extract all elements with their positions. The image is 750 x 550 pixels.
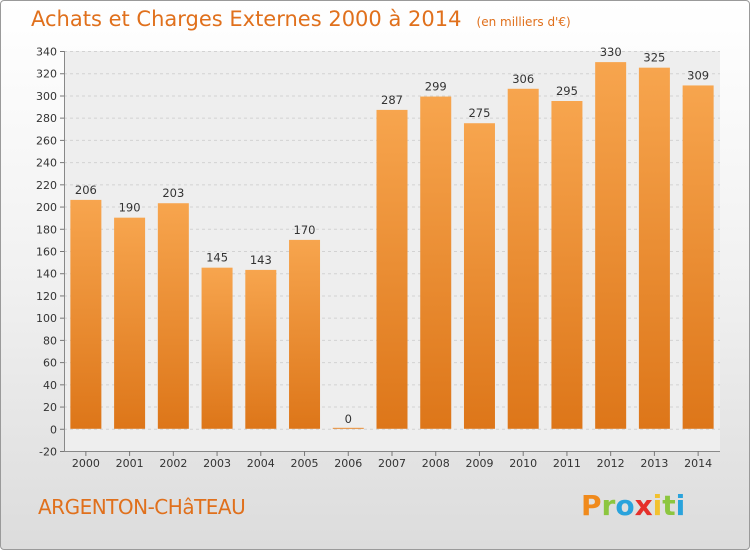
x-tick-label: 2008 [422,457,450,470]
bar [551,101,583,429]
data-label: 306 [512,72,534,86]
data-label: 299 [425,80,447,94]
y-tick-label: 200 [36,201,57,214]
x-tick-label: 2001 [116,457,144,470]
x-tick-label: 2010 [509,457,537,470]
y-tick-label: 340 [36,46,57,59]
chart-title: Achats et Charges Externes 2000 à 2014 [31,7,462,31]
y-tick-label: 160 [36,246,57,259]
bar [70,199,102,429]
data-label: 206 [75,183,97,197]
x-tick-label: 2006 [334,457,362,470]
x-tick-label: 2012 [597,457,625,470]
bar [332,427,364,429]
data-label: 275 [468,106,490,120]
y-tick-label: 140 [36,268,57,281]
y-tick-label: 300 [36,90,57,103]
chart-header: Achats et Charges Externes 2000 à 2014 (… [31,7,571,31]
data-label: 325 [643,51,665,65]
data-label: 190 [119,201,141,215]
svg-text:Proxiti: Proxiti [581,489,685,522]
data-label: 145 [206,251,228,265]
y-tick-label: 240 [36,157,57,170]
bar [157,203,189,429]
y-tick-label: 0 [50,423,57,436]
y-tick-label: 40 [43,379,57,392]
x-tick-label: 2002 [159,457,187,470]
y-tick-label: 60 [43,357,57,370]
x-tick-label: 2009 [465,457,493,470]
data-label: 287 [381,93,403,107]
proxiti-logo: Proxiti [581,489,685,522]
y-tick-label: 320 [36,68,57,81]
y-tick-label: -20 [39,446,57,459]
data-label: 295 [556,84,578,98]
bar [507,88,539,429]
bar [245,269,277,429]
bar [289,239,321,429]
bar [682,85,714,429]
bar [595,62,627,429]
y-tick-label: 280 [36,112,57,125]
y-tick-label: 80 [43,334,57,347]
data-label: 330 [600,45,622,59]
data-label: 0 [345,412,352,426]
bar [463,123,495,429]
place-name: ARGENTON-CHâTEAU [38,495,246,519]
bar [420,96,452,429]
y-tick-label: 260 [36,134,57,147]
chart-subtitle: (en milliers d'€) [476,15,571,29]
y-tick-label: 180 [36,223,57,236]
x-tick-label: 2007 [378,457,406,470]
y-tick-label: 220 [36,179,57,192]
data-label: 170 [294,223,316,237]
x-tick-label: 2005 [291,457,319,470]
bar [201,267,233,429]
data-label: 203 [162,186,184,200]
x-tick-label: 2000 [72,457,100,470]
x-tick-label: 2014 [684,457,712,470]
data-label: 309 [687,68,709,82]
bar [114,217,146,429]
y-tick-label: 120 [36,290,57,303]
bar [376,109,408,429]
x-tick-label: 2013 [640,457,668,470]
y-tick-label: 20 [43,401,57,414]
y-tick-label: 100 [36,312,57,325]
bar [638,67,670,429]
x-tick-label: 2004 [247,457,275,470]
x-tick-label: 2011 [553,457,581,470]
data-label: 143 [250,253,272,267]
x-tick-label: 2003 [203,457,231,470]
